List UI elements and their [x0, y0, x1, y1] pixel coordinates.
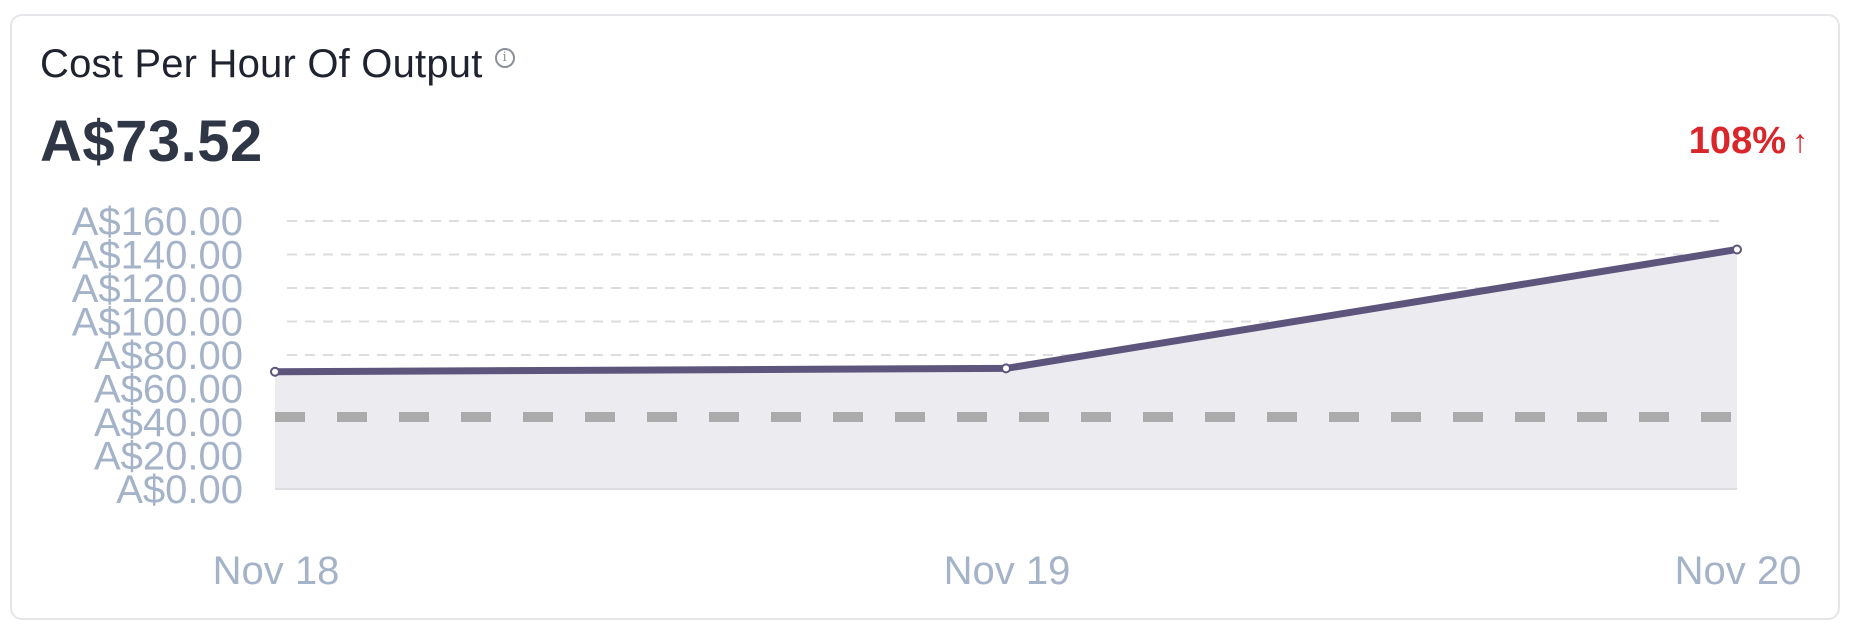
metric-value: A$73.52	[40, 109, 263, 174]
y-tick-label: A$0.00	[116, 468, 243, 512]
data-point	[1001, 363, 1011, 374]
y-axis-ticks: A$0.00A$20.00A$40.00A$60.00A$80.00A$100.…	[72, 200, 243, 512]
y-tick-label: A$40.00	[94, 401, 243, 445]
y-tick-label: A$120.00	[72, 267, 243, 311]
arrow-up-icon: ↑	[1792, 123, 1808, 159]
info-icon[interactable]: i	[494, 47, 515, 68]
data-point	[1732, 244, 1742, 255]
change-percent: 108%	[1688, 120, 1786, 162]
y-tick-label: A$140.00	[72, 234, 243, 278]
series-points	[270, 244, 1742, 377]
card-title: Cost Per Hour Of Output	[40, 42, 483, 86]
title-row: Cost Per Hour Of Output i	[40, 42, 515, 87]
x-axis-ticks: Nov 18 Nov 19 Nov 20	[213, 549, 1802, 593]
y-tick-label: A$160.00	[72, 200, 243, 244]
data-point	[270, 366, 280, 377]
y-tick-label: A$60.00	[94, 368, 243, 412]
change-indicator: 108% ↑	[1689, 120, 1808, 163]
y-tick-label: A$100.00	[72, 301, 243, 345]
y-tick-label: A$20.00	[94, 435, 243, 479]
y-tick-label: A$80.00	[94, 334, 243, 378]
x-tick-label: Nov 18	[213, 549, 340, 593]
x-tick-label: Nov 20	[1675, 549, 1802, 593]
x-tick-label: Nov 19	[944, 549, 1071, 593]
